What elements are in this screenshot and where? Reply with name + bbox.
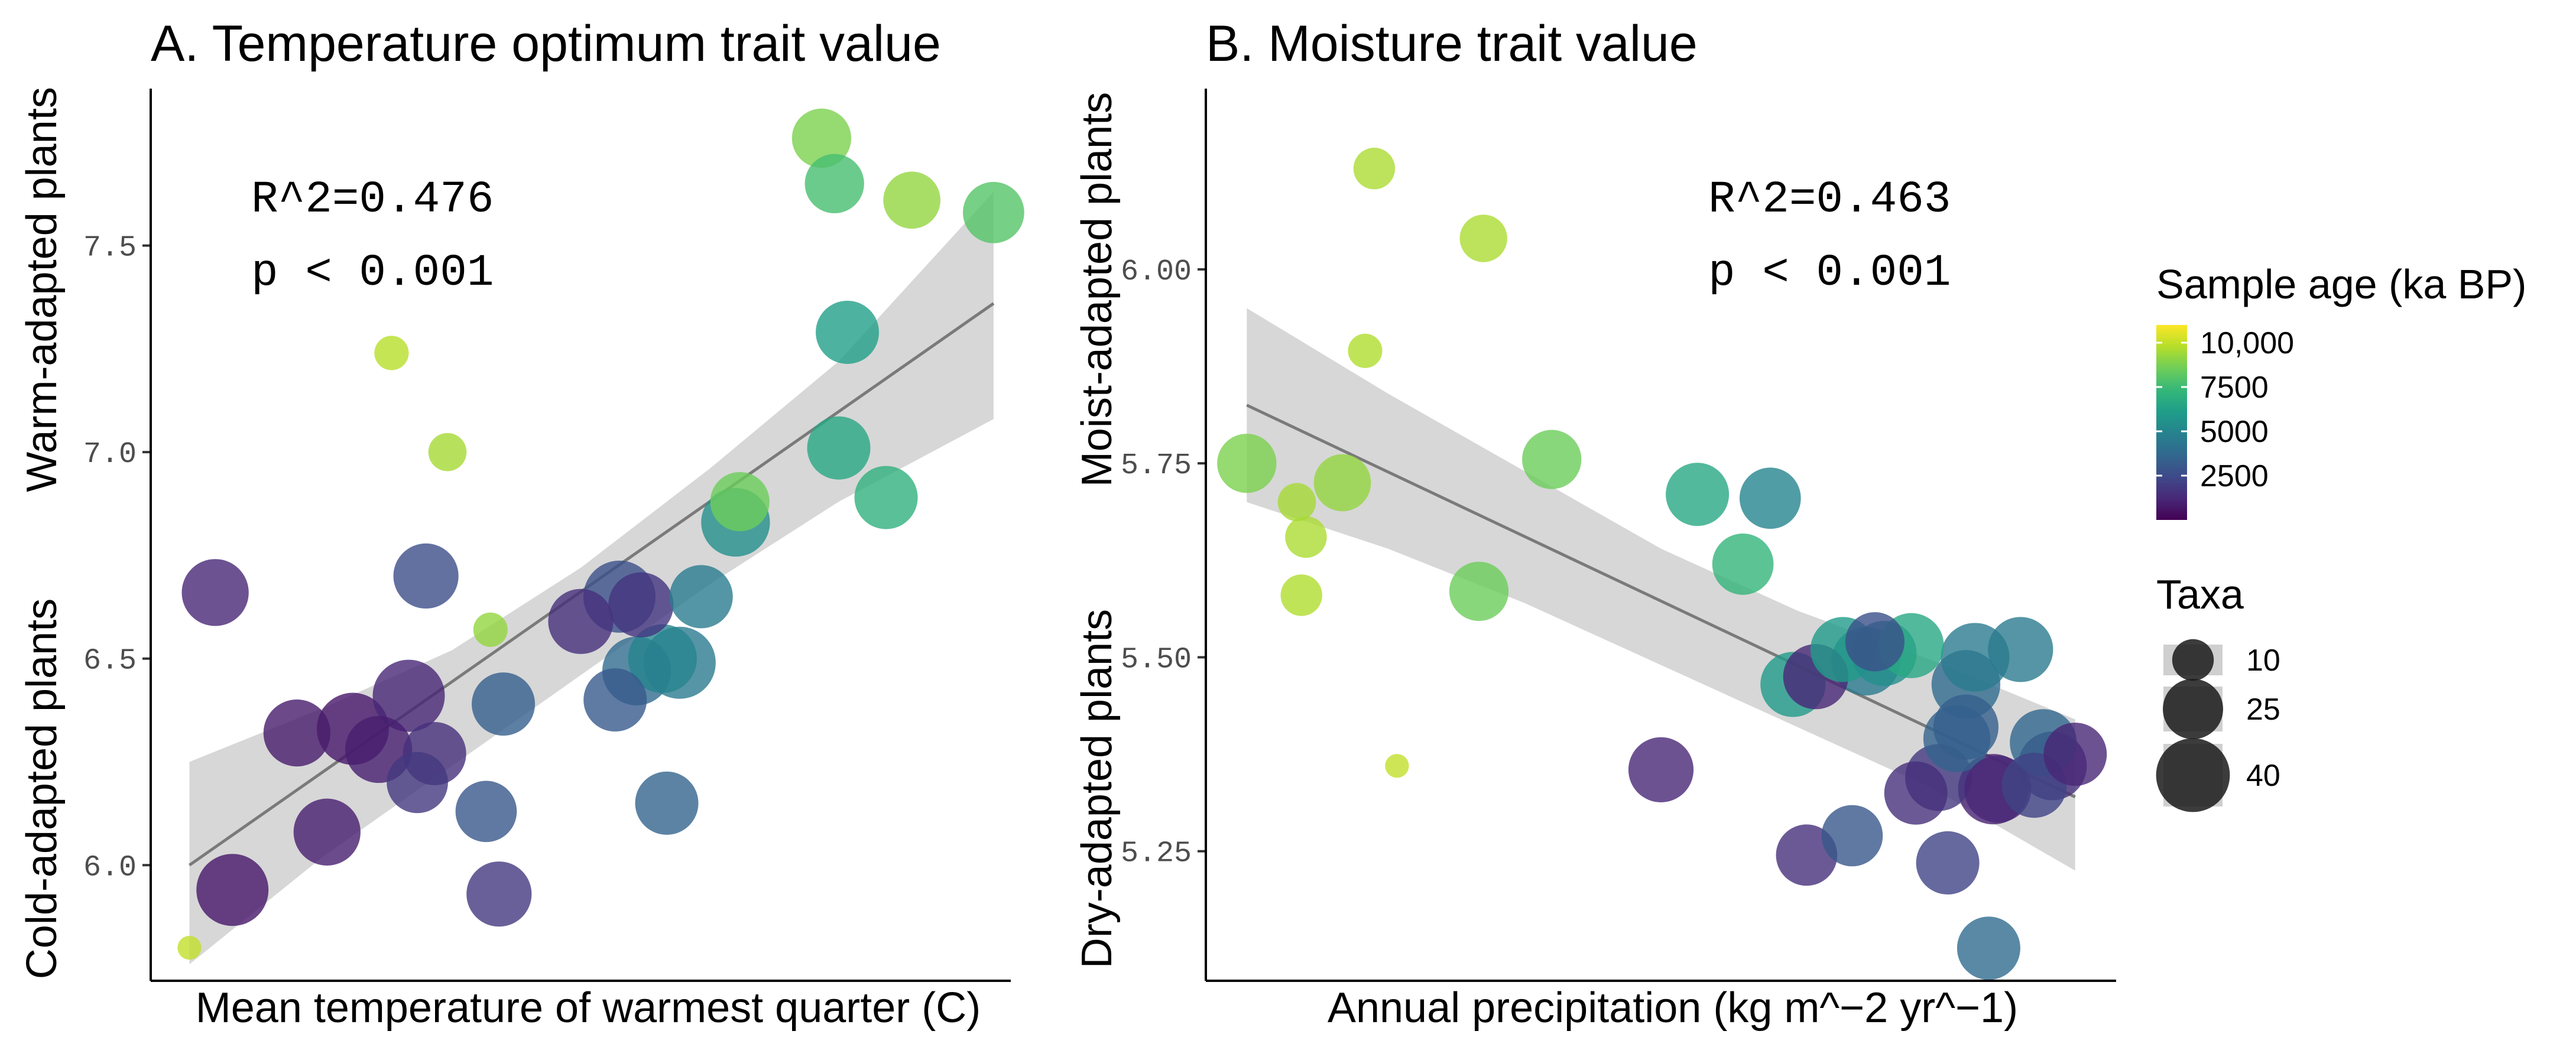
color-legend-tick-label: 7500 <box>2200 370 2269 405</box>
panel-b-y-tick-label: 5.50 <box>1121 643 1192 677</box>
color-legend-bar <box>2156 325 2187 520</box>
size-legend-label: 40 <box>2246 759 2280 793</box>
panel-b-confidence-band <box>1247 308 2075 871</box>
panel-a-point <box>608 572 674 638</box>
panel-a-point <box>669 565 733 629</box>
panel-a-point <box>791 108 852 168</box>
panel-b-point <box>1916 831 1980 895</box>
color-legend-ticks: 10,000 7500 5000 2500 <box>2156 326 2294 493</box>
panel-b-point <box>1280 574 1322 616</box>
panel-b-points <box>1217 148 2107 980</box>
size-legend-dot <box>2156 738 2230 812</box>
color-legend-tick-label: 10,000 <box>2200 326 2294 360</box>
panel-b-point <box>1628 737 1694 802</box>
panel-a-y-tick-label: 7.0 <box>83 438 137 471</box>
panel-a-point <box>472 672 536 736</box>
panel-b-point <box>1277 483 1316 522</box>
panel-a-point <box>548 588 614 654</box>
panel-a-points <box>177 108 1024 960</box>
panel-b-point <box>1348 333 1383 368</box>
panel-a-point <box>181 559 249 626</box>
panel-a-point <box>387 752 448 814</box>
panel-b-y-tick-label: 5.25 <box>1121 837 1192 871</box>
color-legend-title: Sample age (ka BP) <box>2156 261 2526 307</box>
panel-b-y-tick-label: 5.75 <box>1121 449 1192 483</box>
legend: Sample age (ka BP) 10,000 7500 5000 2500 Ta… <box>2156 261 2526 812</box>
panel-b-y-ticks: 5.25 5.50 5.75 6.00 <box>1121 255 1206 871</box>
panel-a-point <box>854 466 918 529</box>
panel-b-r-squared: R^2=0.463 <box>1708 174 1951 225</box>
panel-b-point <box>1217 434 1277 493</box>
panel-a-point <box>635 771 699 835</box>
panel-a-y-ticks: 6.0 6.5 7.0 7.5 <box>83 232 151 884</box>
panel-a: A. Temperature optimum trait value Mean … <box>18 15 1024 1032</box>
panel-b-point <box>1459 214 1507 262</box>
panel-b-y-label-top: Moist-adapted plants <box>1073 92 1121 487</box>
panel-a-p-value: p < 0.001 <box>251 248 494 298</box>
panel-a-y-tick-label: 6.0 <box>83 851 137 884</box>
panel-a-point <box>628 624 697 693</box>
panel-a-r-squared: R^2=0.476 <box>251 174 494 225</box>
panel-a-axes <box>150 89 1011 982</box>
panel-a-point <box>807 416 871 480</box>
panel-b-y-tick-label: 6.00 <box>1121 255 1192 289</box>
panel-a-y-label-top: Warm-adapted plants <box>18 87 66 492</box>
panel-a-x-axis-label: Mean temperature of warmest quarter (C) <box>196 984 981 1032</box>
panel-a-point <box>710 471 770 532</box>
panel-b-title: B. Moisture trait value <box>1206 15 1698 72</box>
panel-b-point <box>1522 430 1582 489</box>
size-legend-label: 10 <box>2246 643 2280 678</box>
panel-a-point <box>583 668 647 732</box>
panel-a-point <box>372 659 445 732</box>
panel-b-p-value: p < 0.001 <box>1708 248 1951 298</box>
panel-a-point <box>473 612 508 647</box>
panel-b-point <box>1712 534 1774 595</box>
panel-a-point <box>455 780 517 843</box>
panel-a-point <box>393 543 459 609</box>
panel-a-point <box>263 699 330 767</box>
panel-b-y-label-bottom: Dry-adapted plants <box>1073 609 1121 968</box>
size-legend-dot <box>2163 679 2223 739</box>
panel-a-point <box>293 798 361 866</box>
panel-b-point <box>1385 754 1409 778</box>
panel-a-point <box>816 300 880 364</box>
size-legend-dot <box>2172 639 2214 681</box>
panel-a-y-tick-label: 6.5 <box>83 645 137 678</box>
panel-b-point <box>2043 723 2107 786</box>
size-legend-label: 25 <box>2246 692 2280 727</box>
panel-a-point <box>466 861 532 927</box>
panel-a-title: A. Temperature optimum trait value <box>151 15 941 72</box>
color-legend-tick-label: 5000 <box>2200 415 2269 449</box>
panel-a-point <box>196 854 269 926</box>
panel-a-point <box>963 181 1024 243</box>
panel-b-axes <box>1205 89 2116 982</box>
panel-b-point <box>1933 694 1999 760</box>
panel-b-point <box>1313 454 1371 512</box>
panel-a-point <box>428 432 467 471</box>
panel-a-point <box>883 171 941 229</box>
panel-a-point <box>177 935 202 960</box>
panel-b-point <box>1285 516 1327 558</box>
panel-a-point <box>804 154 864 213</box>
panel-a-y-tick-label: 7.5 <box>83 232 137 265</box>
panel-b-point <box>1666 463 1730 526</box>
panel-a-y-label-bottom: Cold-adapted plants <box>18 599 66 979</box>
panel-b-point <box>1821 805 1883 867</box>
panel-b-point <box>1884 761 1948 825</box>
panel-a-point <box>374 336 409 370</box>
panel-b-point <box>1449 561 1509 621</box>
size-legend-title: Taxa <box>2156 571 2244 617</box>
panel-b: B. Moisture trait value Annual precipita… <box>1073 15 2116 1032</box>
panel-b-point <box>1988 617 2053 682</box>
panel-b-x-axis-label: Annual precipitation (kg m^−2 yr^−1) <box>1328 984 2018 1032</box>
panel-b-point <box>1845 612 1905 672</box>
panel-b-point <box>1739 467 1801 529</box>
size-legend-items: 10 25 40 <box>2156 639 2280 812</box>
panel-b-point <box>1353 148 1396 190</box>
panel-b-point <box>1957 916 2020 980</box>
color-legend-tick-label: 2500 <box>2200 459 2269 493</box>
